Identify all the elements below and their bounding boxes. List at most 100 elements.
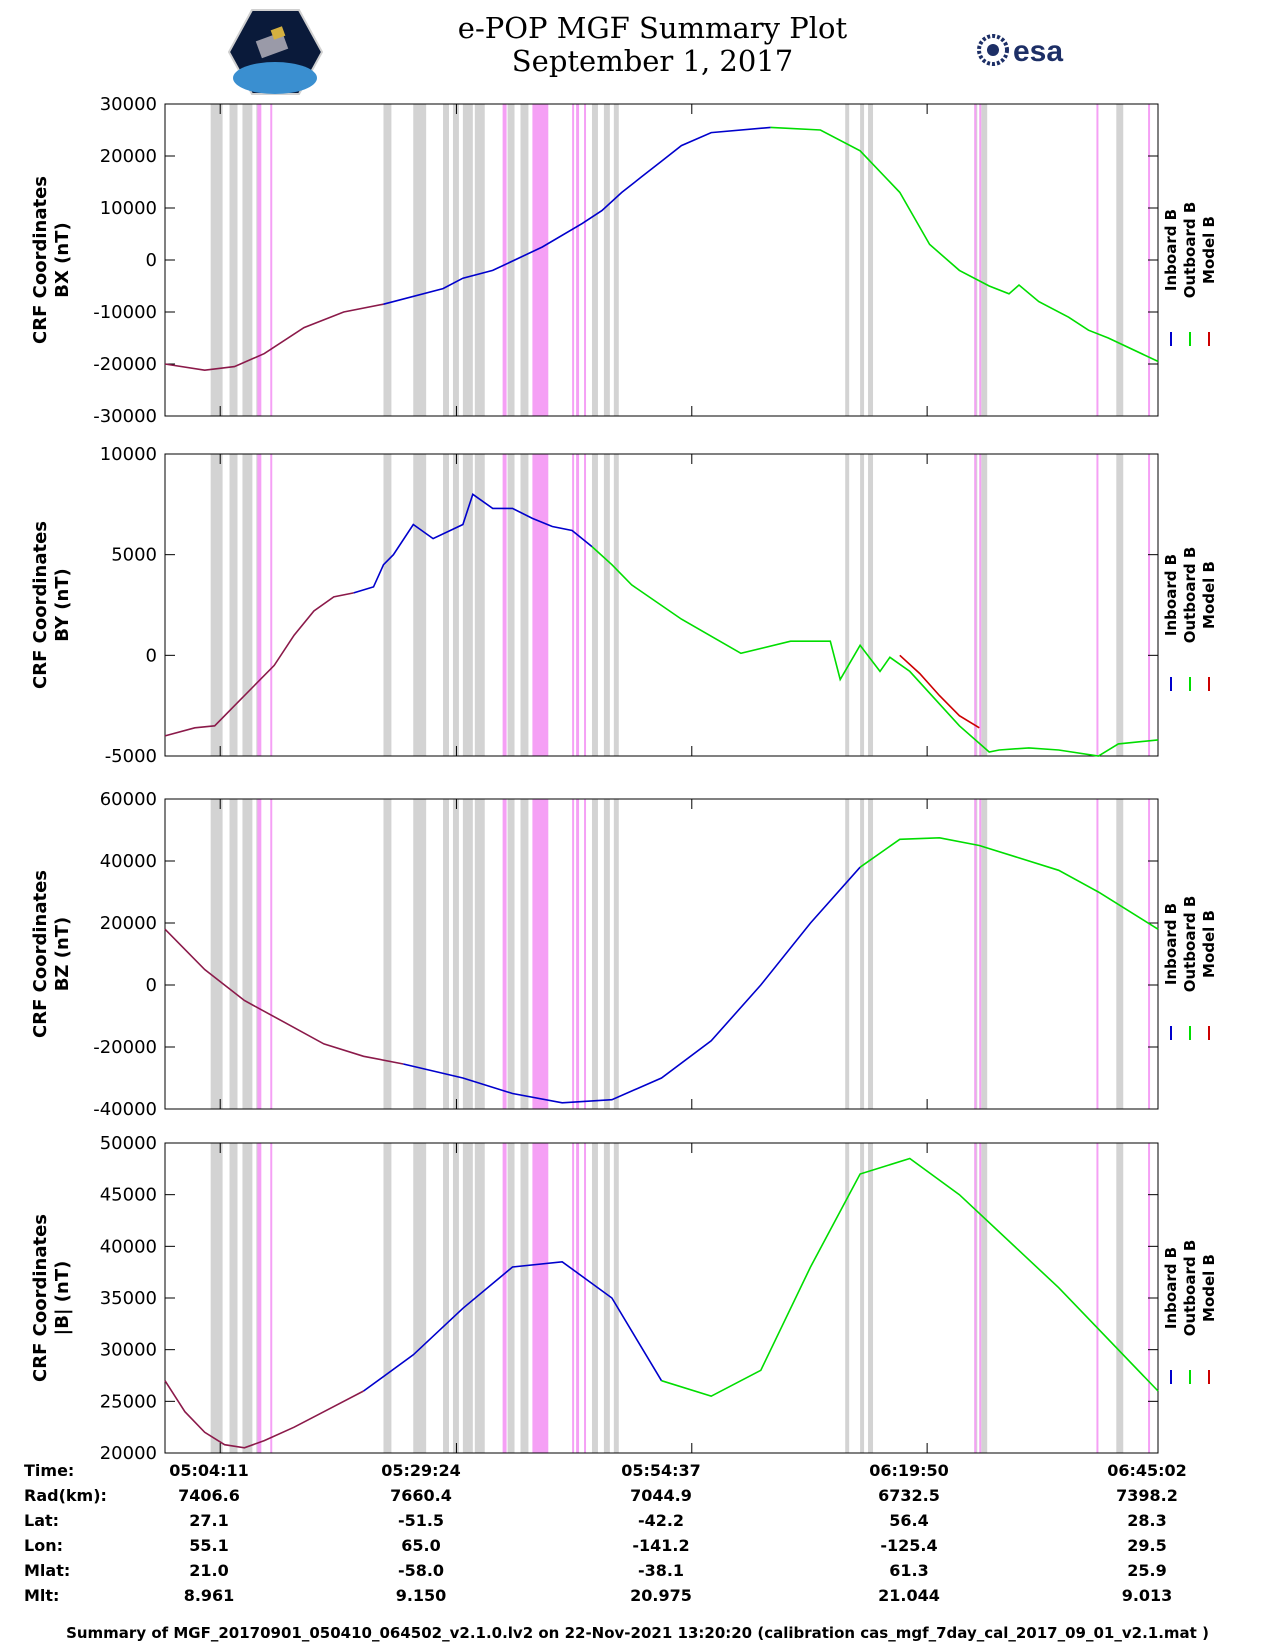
gray-band (413, 799, 427, 1109)
pink-band (584, 799, 587, 1109)
gray-band (413, 454, 427, 756)
legend-entry: Outboard B (1181, 896, 1199, 993)
pink-band (270, 104, 273, 416)
gray-band (383, 454, 392, 756)
pink-band (270, 799, 273, 1109)
pink-band (257, 799, 262, 1109)
y-axis-unit-label: BX (nT) (52, 222, 73, 297)
panel-3: -40000 -20000 0 20000 40000 60000 CRF Coordina… (30, 789, 1218, 1120)
info-cell: 9.013 (1122, 1586, 1173, 1605)
gray-band (383, 799, 392, 1109)
gray-band (591, 104, 598, 416)
plot-frame (164, 453, 1159, 757)
pink-band (572, 454, 575, 756)
pink-band (584, 1143, 587, 1453)
info-cell: 7660.4 (390, 1486, 452, 1505)
panel-4: 20000 25000 30000 35000 40000 45000 50000 CRF C… (30, 1133, 1218, 1464)
gray-band (1116, 104, 1124, 416)
gray-band (474, 104, 485, 416)
pink-band (257, 104, 262, 416)
y-axis-label: CRF Coordinates (30, 870, 51, 1038)
series-line (353, 493, 593, 594)
gray-band (1116, 799, 1124, 1109)
gray-band (603, 799, 610, 1109)
series-line (363, 1260, 663, 1392)
pink-band (257, 1143, 262, 1453)
gray-band (591, 1143, 598, 1453)
gray-band (242, 799, 253, 1109)
y-tick-label: 25000 (100, 1391, 157, 1412)
panel-2: -5000 0 5000 10000 CRF Coordinates BY (nT) Inb… (30, 444, 1218, 767)
cassiope-logo-icon (228, 9, 323, 95)
gray-band (452, 454, 459, 756)
gray-band (462, 799, 473, 1109)
y-axis-unit-label: BZ (nT) (52, 917, 73, 992)
series-line (591, 546, 1159, 757)
gray-band (520, 104, 529, 416)
gray-band (613, 104, 619, 416)
gray-band (242, 1143, 253, 1453)
gray-band (443, 454, 449, 756)
info-cell: 9.150 (396, 1586, 447, 1605)
info-cell: 21.044 (878, 1586, 940, 1605)
gray-band (443, 104, 449, 416)
gray-band (591, 799, 598, 1109)
legend-entry: Inboard B (1162, 1247, 1180, 1329)
info-cell: -125.4 (880, 1536, 937, 1555)
panel-1: -30000 -20000 -10000 0 10000 20000 30000 CRF Co… (30, 94, 1218, 427)
gray-band (210, 799, 223, 1109)
pink-band (532, 104, 549, 416)
plot-frame (164, 103, 1159, 417)
y-tick-label: -20000 (93, 1037, 157, 1058)
gray-band (868, 454, 874, 756)
pink-band (502, 454, 507, 756)
pink-band (532, 1143, 549, 1453)
y-tick-label: -40000 (93, 1099, 157, 1120)
gray-band (520, 799, 529, 1109)
gray-band (210, 1143, 223, 1453)
gray-band (520, 1143, 529, 1453)
series-line (164, 1380, 364, 1449)
pink-band (572, 104, 575, 416)
title-line-2: September 1, 2017 (511, 44, 794, 78)
gray-band (229, 454, 238, 756)
info-cell: 7044.9 (630, 1486, 692, 1505)
gray-band (242, 104, 253, 416)
pink-band (502, 104, 507, 416)
y-tick-label: 50000 (100, 1133, 157, 1154)
y-tick-label: 5000 (111, 545, 157, 566)
gray-band (845, 104, 850, 416)
info-cell: 06:19:50 (869, 1461, 949, 1480)
gray-band (229, 799, 238, 1109)
esa-logo-icon: esa (977, 34, 1063, 68)
gray-band (507, 799, 515, 1109)
gray-band (981, 104, 988, 416)
gray-band (452, 799, 459, 1109)
series-line (859, 836, 1159, 930)
y-tick-label: 10000 (100, 444, 157, 465)
gray-band (868, 1143, 874, 1453)
pink-band (979, 1143, 982, 1453)
legend-entry: Model B (1200, 1254, 1218, 1322)
gray-band (383, 1143, 392, 1453)
info-cell: 05:54:37 (621, 1461, 701, 1480)
pink-band (576, 104, 580, 416)
pink-band (502, 1143, 507, 1453)
gray-band (981, 799, 988, 1109)
pink-band (257, 454, 262, 756)
y-axis-unit-label: |B| (nT) (52, 1261, 73, 1336)
y-tick-label: 35000 (100, 1288, 157, 1309)
pink-band (270, 1143, 273, 1453)
pink-band (979, 799, 982, 1109)
pink-band (584, 104, 587, 416)
gray-band (860, 454, 865, 756)
info-row-label: Lon: (24, 1536, 63, 1555)
info-row-label: Mlat: (24, 1561, 70, 1580)
info-row-label: Time: (24, 1461, 74, 1480)
y-tick-label: 0 (146, 975, 157, 996)
info-cell: 56.4 (889, 1511, 928, 1530)
pink-band (1096, 1143, 1099, 1453)
pink-band (974, 1143, 977, 1453)
info-cell: 27.1 (189, 1511, 228, 1530)
gray-band (462, 454, 473, 756)
